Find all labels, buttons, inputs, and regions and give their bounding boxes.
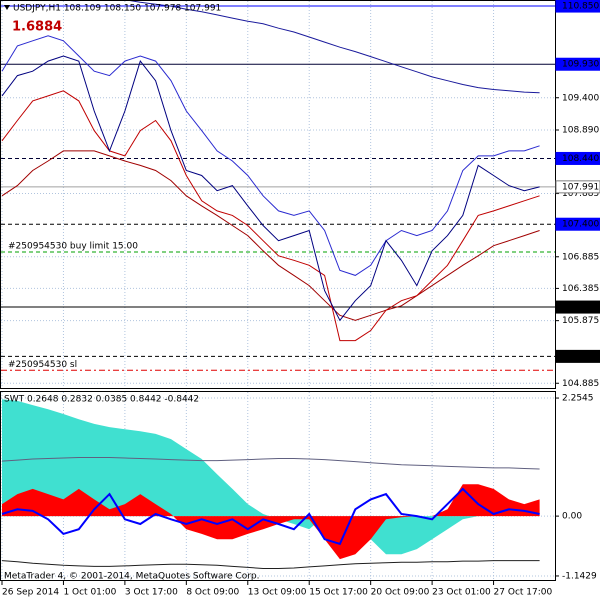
price-level-box [555, 57, 600, 71]
price-level-label: 108.440 [562, 154, 599, 164]
line [1, 457, 540, 470]
price-level-label: 105.310 [562, 352, 599, 362]
y-tick-label: 105.875 [562, 316, 599, 326]
y-tick-label: 109.400 [562, 93, 599, 103]
price-level-label: 109.930 [562, 60, 599, 70]
price-plot: #250954530 buy limit 15.00 #250954530 sl [1, 1, 555, 388]
order-label: #250954530 buy limit 15.00 [8, 242, 138, 252]
price-panel [0, 0, 556, 389]
price-level-box [555, 0, 600, 13]
collapse-icon [4, 5, 10, 10]
y-tick-label: 108.890 [562, 126, 599, 136]
x-tick-label: 13 Oct 09:00 [248, 588, 307, 598]
price-level-box [555, 217, 600, 231]
x-tick-label: 1 Oct 01:00 [63, 588, 116, 598]
y-tick-label: 0.00 [562, 512, 582, 522]
y-tick-label: 106.385 [562, 284, 599, 294]
y-tick-label: 2.2545 [562, 394, 594, 404]
x-tick-label: 3 Oct 17:00 [125, 588, 178, 598]
price-level-box [555, 180, 600, 194]
y-tick-label: 107.885 [562, 189, 599, 199]
x-tick-label: 26 Sep 2014 [2, 588, 59, 598]
price-level-box [555, 349, 600, 363]
x-tick-label: 20 Oct 09:00 [371, 588, 430, 598]
price-level-label: 107.400 [562, 220, 599, 230]
x-tick-label: 8 Oct 09:00 [186, 588, 239, 598]
line [1, 487, 540, 546]
line [1, 150, 540, 321]
x-tick-label: 15 Oct 17:00 [309, 588, 368, 598]
y-tick-label: 106.885 [562, 252, 599, 262]
indicator-title: SWT 0.2648 0.2832 0.0385 0.8442 -0.8442 [4, 395, 199, 405]
indicator-plot [1, 392, 555, 580]
line [1, 90, 540, 342]
price-level-box [555, 151, 600, 165]
symbol-info: USDJPY,H1 108.109 108.150 107.978 107.99… [13, 4, 221, 14]
x-tick-label: 23 Oct 01:00 [432, 588, 491, 598]
price-level-label: 106.090 [562, 303, 599, 313]
price-level-label: 110.850 [562, 2, 599, 12]
price-level-box [555, 300, 600, 314]
y-tick-label: 104.885 [562, 379, 599, 389]
counter: 1.6884 [12, 20, 62, 35]
line [129, 1, 540, 94]
price-level-label: 107.991 [562, 182, 599, 192]
footer: MetaTrader 4, © 2001-2014, MetaQuotes So… [4, 572, 260, 582]
line [1, 55, 540, 322]
line [1, 35, 540, 276]
order-label: #250954530 sl [8, 360, 77, 370]
x-tick-label: 27 Oct 17:00 [494, 588, 553, 598]
y-tick-label: -1.1429 [562, 571, 597, 581]
line [1, 560, 540, 569]
